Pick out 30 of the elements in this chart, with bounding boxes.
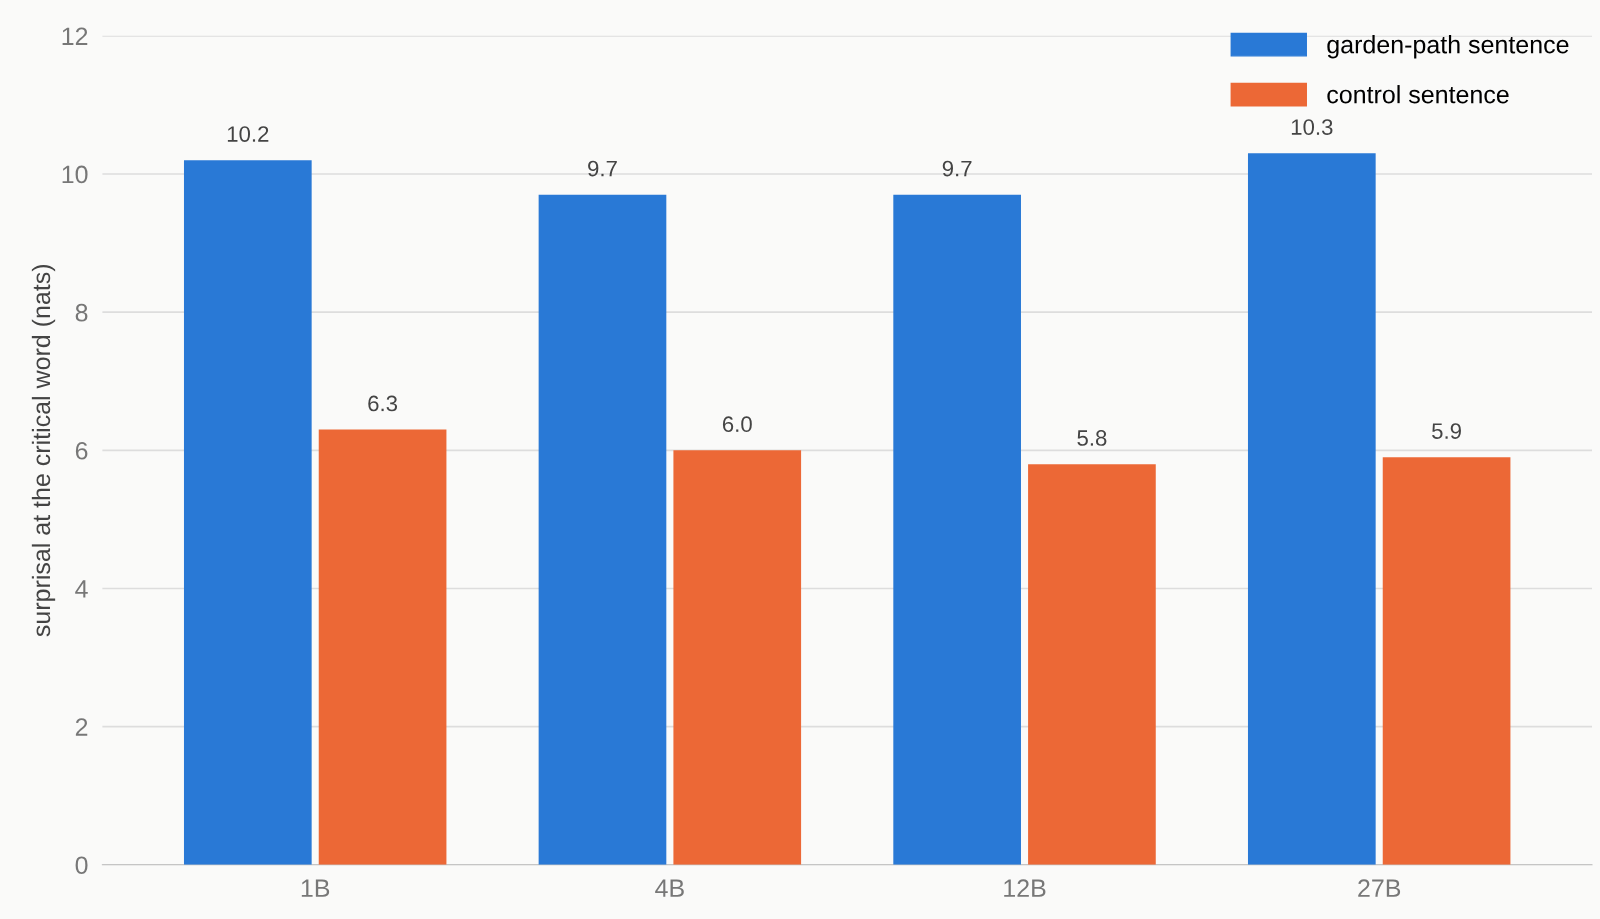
data-label: 5.8 bbox=[1077, 430, 1107, 446]
data-label: 5.9 bbox=[1432, 423, 1461, 439]
legend-label: control sentence bbox=[1327, 85, 1509, 104]
bar bbox=[318, 429, 447, 865]
y-tick-label: 0 bbox=[75, 856, 88, 875]
bar bbox=[673, 450, 802, 865]
legend-label: garden-path sentence bbox=[1327, 35, 1569, 59]
data-label: 10.3 bbox=[1291, 119, 1333, 135]
y-tick-label: 8 bbox=[75, 303, 88, 322]
data-label: 9.7 bbox=[588, 160, 617, 177]
bar bbox=[1247, 153, 1376, 865]
y-tick-label: 12 bbox=[62, 27, 88, 45]
data-label: 6.3 bbox=[368, 395, 398, 412]
x-tick-label: 4B bbox=[655, 879, 684, 897]
bar bbox=[1028, 464, 1156, 865]
y-axis-title: surprisal at the critical word (nats) bbox=[31, 264, 56, 637]
data-label: 9.7 bbox=[942, 160, 972, 177]
x-tick-label: 12B bbox=[1004, 879, 1046, 897]
y-tick-label: 10 bbox=[62, 165, 88, 184]
data-label: 10.2 bbox=[227, 126, 269, 142]
y-tick-label: 4 bbox=[75, 580, 88, 598]
bar bbox=[183, 160, 312, 865]
x-tick-label: 1B bbox=[301, 879, 330, 897]
bar bbox=[1382, 457, 1511, 865]
y-tick-label: 6 bbox=[75, 441, 88, 460]
bar bbox=[893, 194, 1021, 865]
y-tick-label: 2 bbox=[75, 718, 88, 736]
data-label: 6.0 bbox=[722, 416, 752, 433]
x-tick-label: 27B bbox=[1358, 879, 1401, 897]
bar bbox=[538, 194, 667, 865]
